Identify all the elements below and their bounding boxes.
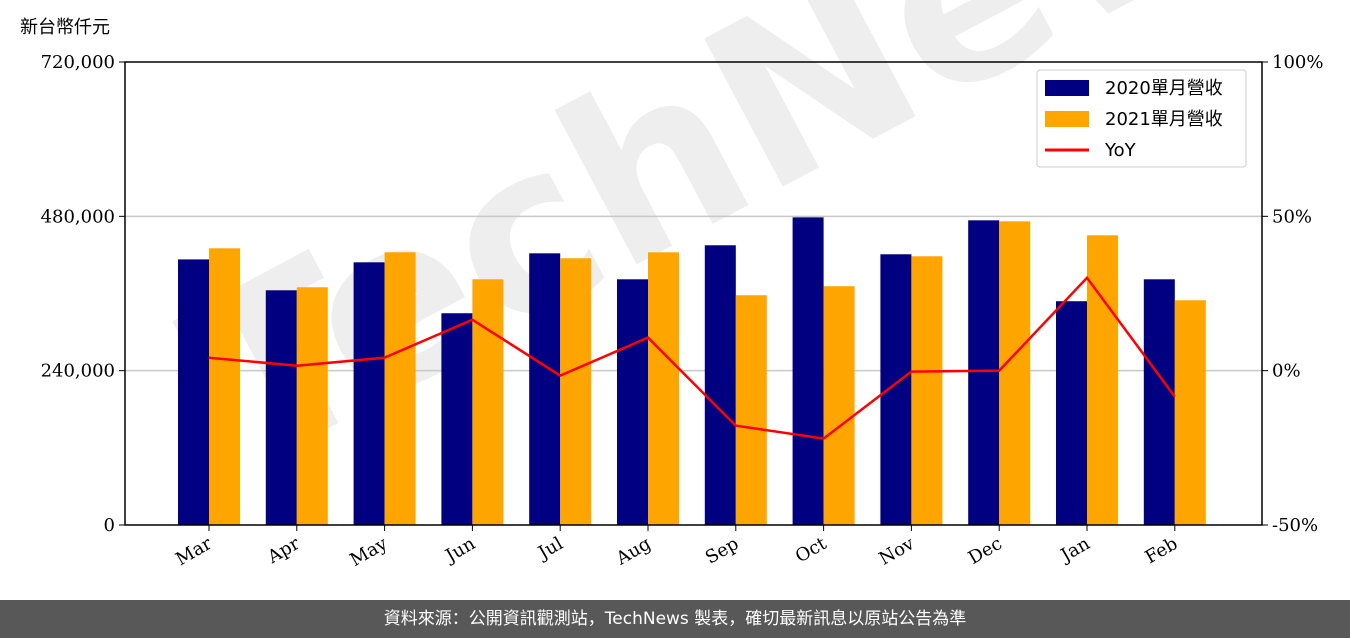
bar bbox=[1143, 279, 1175, 525]
x-tick-label: Jan bbox=[1056, 533, 1094, 567]
bar bbox=[296, 287, 328, 525]
y2-tick-label: 100% bbox=[1272, 52, 1323, 73]
y2-tick-label: -50% bbox=[1272, 515, 1318, 536]
y-tick-label: 480,000 bbox=[41, 206, 115, 227]
x-tick-label: Nov bbox=[876, 533, 919, 570]
x-tick-label: Aug bbox=[612, 533, 655, 570]
plot-frame bbox=[124, 61, 1263, 526]
bar bbox=[968, 220, 1000, 525]
x-tick-label: Mar bbox=[172, 533, 216, 570]
y-tick-label: 0 bbox=[104, 515, 115, 536]
x-tick-label: Dec bbox=[965, 533, 1006, 569]
bar bbox=[880, 254, 912, 525]
legend-label: YoY bbox=[1104, 140, 1137, 161]
bar bbox=[1056, 301, 1087, 525]
legend-label: 2021單月營收 bbox=[1105, 109, 1223, 130]
x-tick-label: Sep bbox=[702, 533, 742, 568]
bar bbox=[704, 245, 736, 526]
bar bbox=[1174, 300, 1206, 525]
line bbox=[208, 275, 1176, 440]
bar bbox=[823, 286, 855, 525]
footer: 資料來源：公開資訊觀測站，TechNews 製表，確切最新訊息以原站公告為準 bbox=[0, 600, 1350, 638]
bar bbox=[648, 252, 679, 525]
bar bbox=[384, 252, 416, 525]
bar bbox=[560, 258, 592, 525]
bar bbox=[529, 253, 561, 525]
y-axis-label: 新台幣仟元 bbox=[20, 17, 110, 38]
bar bbox=[735, 295, 767, 525]
bar bbox=[353, 262, 385, 525]
y2-tick-label: 0% bbox=[1272, 361, 1301, 382]
bar bbox=[617, 279, 648, 525]
x-tick-label: Jul bbox=[533, 533, 567, 565]
x-tick-label: Oct bbox=[792, 533, 831, 568]
x-tick-label: May bbox=[347, 533, 392, 571]
y-tick-label: 240,000 bbox=[41, 361, 115, 382]
bar bbox=[265, 290, 297, 525]
y-tick-label: 720,000 bbox=[41, 52, 115, 73]
bar bbox=[472, 279, 504, 525]
chart: 新台幣仟元 TechNewsTechNews0240,000480,000720… bbox=[20, 0, 1350, 571]
bar bbox=[792, 217, 824, 525]
y2-tick-label: 50% bbox=[1272, 206, 1312, 227]
legend-swatch bbox=[1045, 80, 1089, 96]
bar bbox=[209, 248, 240, 525]
x-tick-label: Feb bbox=[1142, 533, 1182, 568]
bar bbox=[441, 313, 473, 525]
x-tick-label: Apr bbox=[263, 533, 303, 568]
bar bbox=[999, 221, 1031, 525]
legend-box bbox=[1036, 69, 1247, 168]
bar bbox=[1087, 235, 1118, 525]
legend-swatch bbox=[1045, 111, 1089, 127]
x-tick-label: Jun bbox=[440, 533, 479, 568]
bar bbox=[911, 256, 943, 525]
bar bbox=[178, 259, 209, 525]
legend-label: 2020單月營收 bbox=[1105, 78, 1223, 99]
